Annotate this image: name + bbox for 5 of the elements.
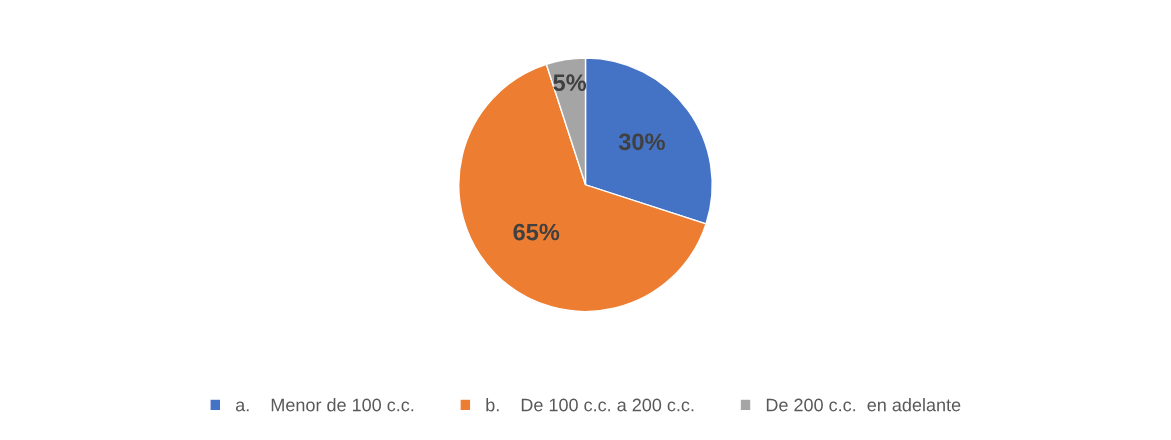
legend-label: a. Menor de 100 c.c.	[235, 398, 414, 412]
data-label: 30%	[618, 133, 665, 151]
legend-label: b. De 100 c.c. a 200 c.c.	[486, 398, 694, 412]
legend-label: De 200 c.c. en adelante	[766, 398, 961, 412]
data-label: 65%	[513, 223, 560, 241]
